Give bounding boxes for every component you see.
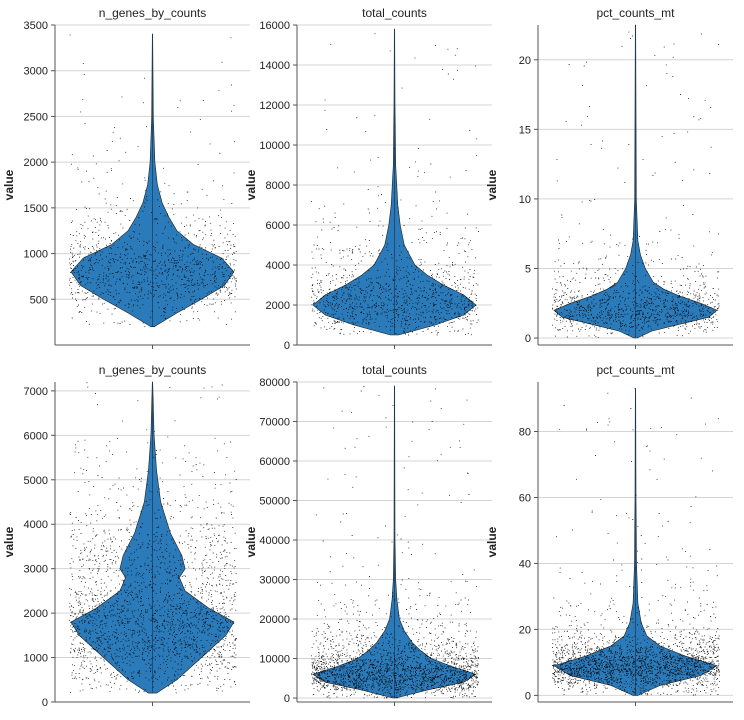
y-tick-label: 60 — [519, 492, 531, 504]
y-tick-label: 3000 — [24, 66, 48, 78]
y-tick-label: 50000 — [259, 496, 290, 508]
y-tick-label: 20000 — [259, 614, 290, 626]
y-tick-label: 0 — [42, 697, 48, 709]
panel-1: 500 1000 1500 2000 2500 3000 3500 n_genes_by_co… — [2, 6, 250, 349]
panel-title: n_genes_by_counts — [99, 363, 206, 377]
y-tick-label: 20 — [519, 55, 531, 67]
panel-2: 0 2000 4000 6000 8000 10000 12000 14000 16000 tot… — [244, 6, 492, 352]
jitter-points — [311, 33, 479, 336]
y-tick-label: 12000 — [259, 100, 290, 112]
panel-title: total_counts — [362, 6, 427, 20]
y-tick-label: 14000 — [259, 60, 290, 72]
y-tick-label: 3000 — [24, 564, 48, 576]
y-tick-label: 0 — [525, 690, 531, 702]
y-tick-label: 70000 — [259, 417, 290, 429]
y-tick-label: 10000 — [259, 654, 290, 666]
y-tick-label: 5 — [525, 263, 531, 275]
y-tick-label: 40000 — [259, 535, 290, 547]
y-tick-label: 60000 — [259, 456, 290, 468]
y-tick-label: 2000 — [266, 300, 290, 312]
y-tick-label: 2000 — [24, 157, 48, 169]
panel-4: 0 1000 2000 3000 4000 5000 6000 7000 n_genes_by_… — [2, 363, 250, 709]
y-axis-label: value — [2, 526, 16, 557]
y-axis-label: value — [2, 169, 16, 200]
y-tick-label: 0 — [525, 333, 531, 345]
y-axis-label: value — [244, 526, 258, 557]
y-tick-label: 1000 — [24, 249, 48, 261]
panel-title: total_counts — [362, 363, 427, 377]
y-tick-label: 30000 — [259, 575, 290, 587]
y-tick-label: 0 — [284, 693, 290, 705]
y-tick-label: 2500 — [24, 111, 48, 123]
y-tick-label: 8000 — [266, 180, 290, 192]
panel-5: 0 10000 20000 30000 40000 50000 60000 70000 8000… — [244, 363, 492, 706]
y-tick-label: 15 — [519, 124, 531, 136]
y-axis-label: value — [485, 526, 499, 557]
y-tick-label: 0 — [284, 340, 290, 352]
y-tick-label: 16000 — [259, 20, 290, 32]
y-tick-label: 20 — [519, 624, 531, 636]
y-tick-label: 500 — [30, 294, 48, 306]
y-tick-label: 40 — [519, 558, 531, 570]
y-tick-label: 1000 — [24, 653, 48, 665]
panel-title: pct_counts_mt — [596, 363, 675, 377]
panel-title: pct_counts_mt — [596, 6, 675, 20]
y-tick-label: 5000 — [24, 475, 48, 487]
y-axis-label: value — [485, 169, 499, 200]
y-tick-label: 2000 — [24, 608, 48, 620]
y-tick-label: 4000 — [266, 260, 290, 272]
y-tick-label: 6000 — [266, 220, 290, 232]
y-tick-label: 80000 — [259, 377, 290, 389]
jitter-points — [69, 34, 237, 328]
y-tick-label: 80 — [519, 426, 531, 438]
jitter-points — [552, 388, 720, 696]
y-tick-label: 3500 — [24, 20, 48, 32]
jitter-points — [69, 382, 237, 694]
y-tick-label: 7000 — [24, 386, 48, 398]
jitter-points — [311, 386, 479, 699]
y-tick-label: 10 — [519, 194, 531, 206]
y-tick-label: 10000 — [259, 140, 290, 152]
y-tick-label: 6000 — [24, 430, 48, 442]
y-tick-label: 4000 — [24, 519, 48, 531]
panel-title: n_genes_by_counts — [99, 6, 206, 20]
y-axis-label: value — [244, 169, 258, 200]
jitter-points — [552, 31, 720, 338]
y-tick-label: 1500 — [24, 203, 48, 215]
